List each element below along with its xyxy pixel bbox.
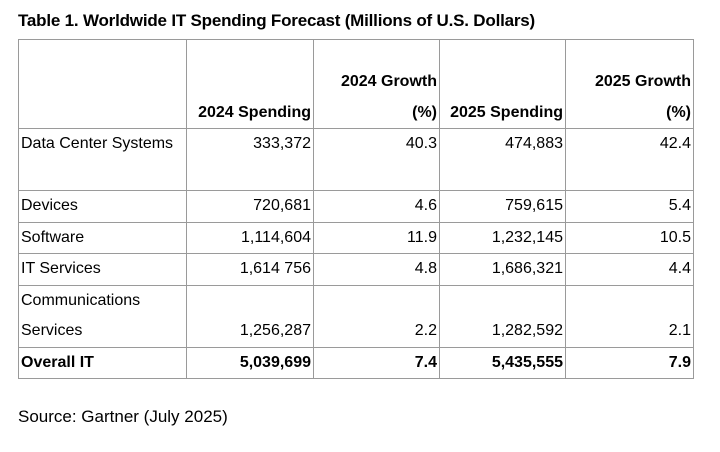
header-cell-2024-spending: 2024 Spending (186, 39, 314, 129)
cell-2024-growth: 4.6 (313, 190, 440, 223)
cell-2025-spending: 5,435,555 (439, 346, 566, 379)
cell-2025-spending: 759,615 (439, 190, 566, 223)
cell-2025-growth: 10.5 (565, 221, 694, 254)
cell-2025-growth: 5.4 (565, 190, 694, 223)
cell-2024-growth: 40.3 (313, 128, 440, 191)
row-label: Data Center Systems (18, 128, 187, 191)
header-cell-2025-spending: 2025 Spending (439, 39, 566, 129)
it-spending-table: 2024 Spending 2024 Growth (%) 2025 Spend… (18, 39, 694, 379)
cell-2024-spending: 1,614 756 (186, 253, 314, 286)
row-label: Software (18, 221, 187, 254)
cell-2024-spending: 720,681 (186, 190, 314, 223)
row-label: Communications Services (18, 284, 187, 348)
header-row: 2024 Spending 2024 Growth (%) 2025 Spend… (18, 39, 694, 129)
cell-2025-growth: 7.9 (565, 346, 694, 379)
cell-2024-growth: 2.2 (313, 284, 440, 348)
cell-2024-spending: 1,256,287 (186, 284, 314, 348)
table-title: Table 1. Worldwide IT Spending Forecast … (18, 11, 536, 30)
row-label: Overall IT (18, 346, 187, 379)
cell-2024-growth: 4.8 (313, 253, 440, 286)
cell-2025-spending: 1,282,592 (439, 284, 566, 348)
cell-2025-growth: 42.4 (565, 128, 694, 191)
cell-2024-spending: 5,039,699 (186, 346, 314, 379)
cell-2025-growth: 2.1 (565, 284, 694, 348)
row-label: Devices (18, 190, 187, 223)
cell-2024-spending: 1,114,604 (186, 221, 314, 254)
source-note: Source: Gartner (July 2025) (18, 407, 228, 426)
cell-2024-spending: 333,372 (186, 128, 314, 191)
cell-2024-growth: 11.9 (313, 221, 440, 254)
cell-2025-spending: 474,883 (439, 128, 566, 191)
table-row: Communications Services 1,256,287 2.2 1,… (18, 284, 694, 348)
row-label: IT Services (18, 253, 187, 286)
header-cell-2024-growth: 2024 Growth (%) (313, 39, 440, 129)
cell-2025-growth: 4.4 (565, 253, 694, 286)
cell-2025-spending: 1,686,321 (439, 253, 566, 286)
header-cell-category (18, 39, 187, 129)
cell-2025-spending: 1,232,145 (439, 221, 566, 254)
cell-2024-growth: 7.4 (313, 346, 440, 379)
table-row: Devices 720,681 4.6 759,615 5.4 (18, 190, 694, 223)
header-cell-2025-growth: 2025 Growth (%) (565, 39, 694, 129)
table-row: IT Services 1,614 756 4.8 1,686,321 4.4 (18, 253, 694, 286)
table-row-total: Overall IT 5,039,699 7.4 5,435,555 7.9 (18, 346, 694, 379)
table-row: Data Center Systems 333,372 40.3 474,883… (18, 128, 694, 191)
table-row: Software 1,114,604 11.9 1,232,145 10.5 (18, 221, 694, 254)
